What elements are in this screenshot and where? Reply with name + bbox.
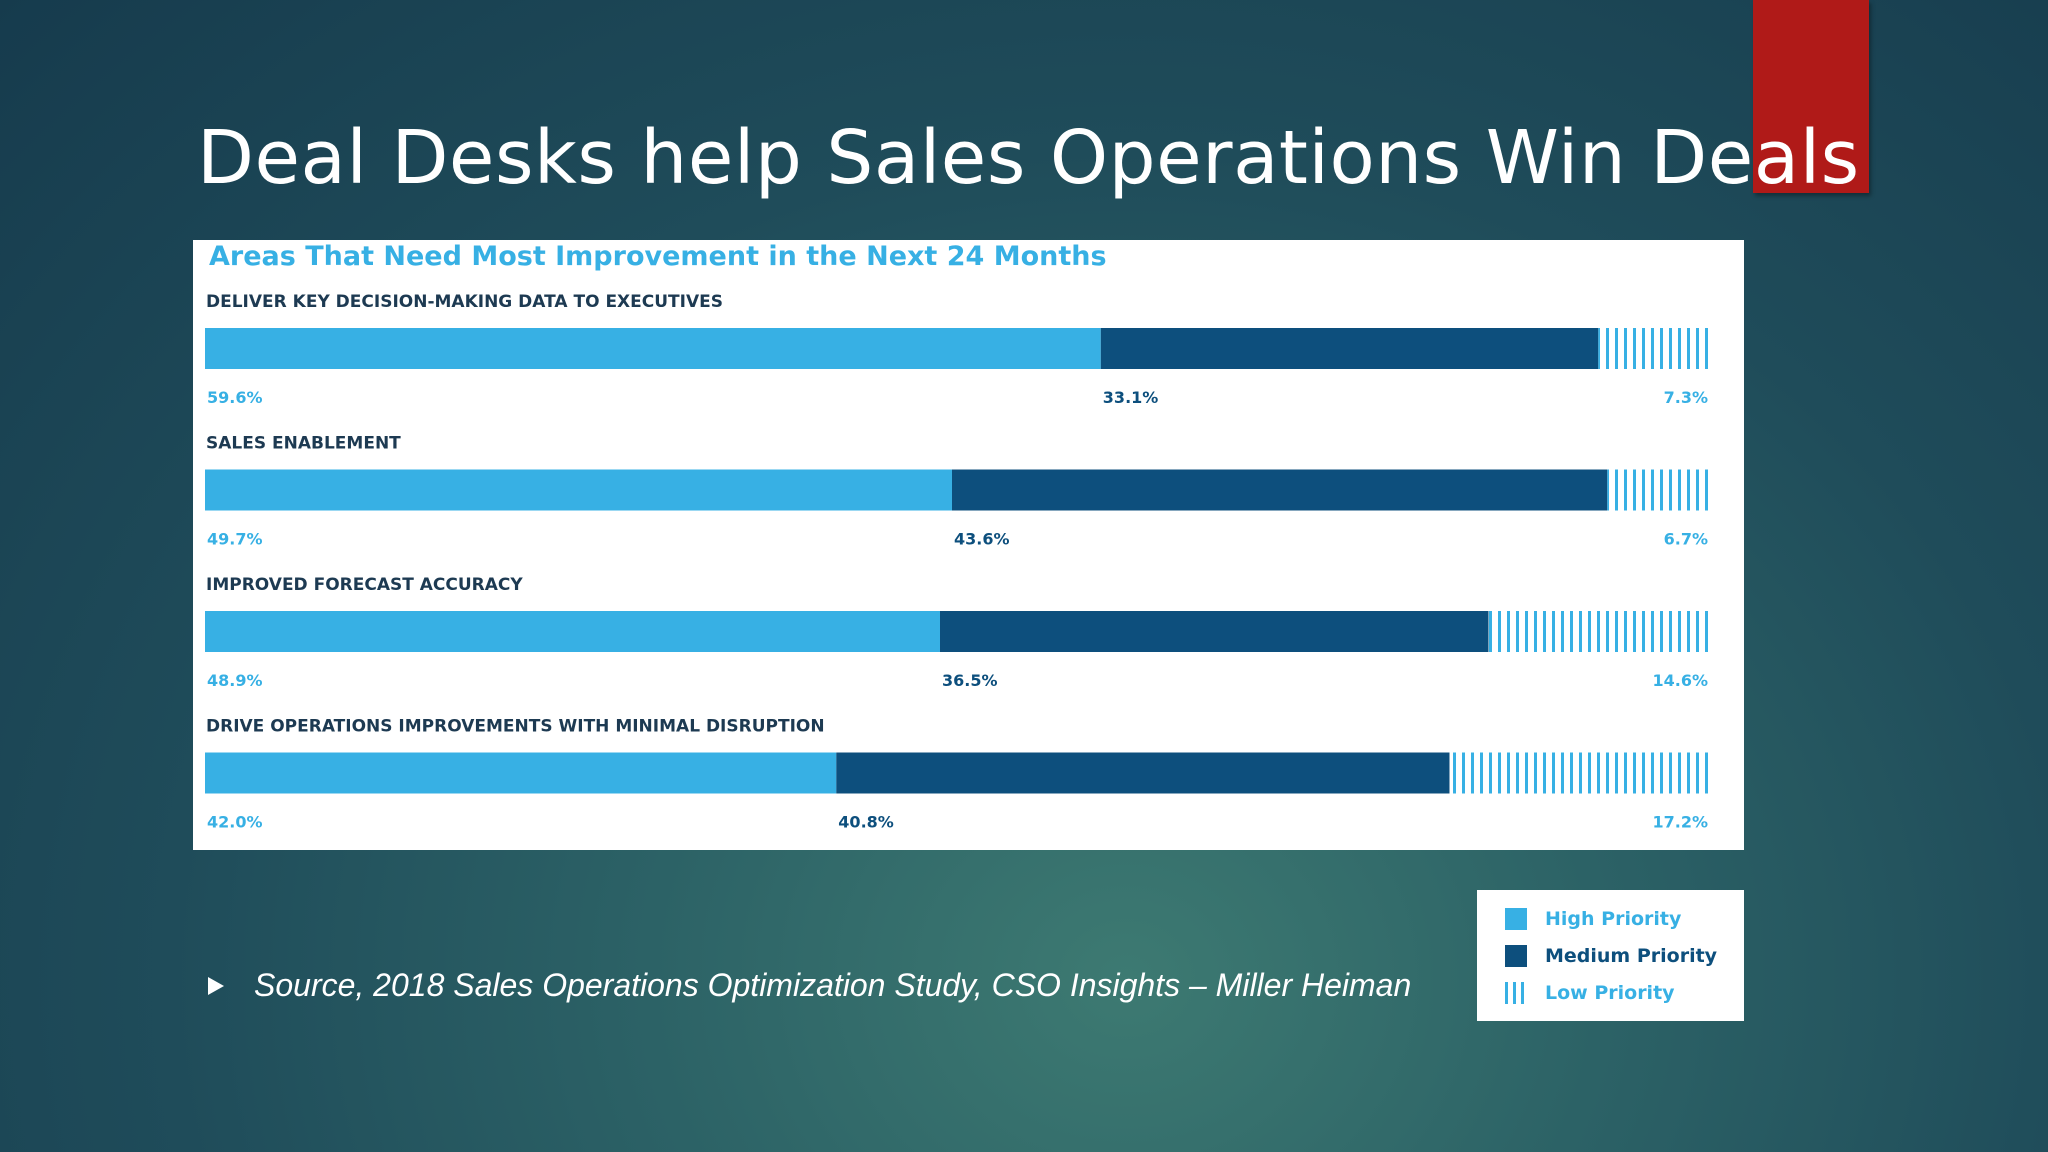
bar-segment-high: [205, 469, 952, 511]
bar-segment-medium: [940, 611, 1489, 652]
data-label-low: 7.3%: [1664, 388, 1708, 407]
category-label: DRIVE OPERATIONS IMPROVEMENTS WITH MINIM…: [206, 717, 825, 737]
bar-segment-low: [1449, 752, 1708, 794]
bar-segment-medium: [952, 469, 1608, 511]
category-label: IMPROVED FORECAST ACCURACY: [206, 575, 523, 595]
category-label: DELIVER KEY DECISION-MAKING DATA TO EXEC…: [206, 292, 723, 312]
data-label-high: 49.7%: [207, 530, 263, 549]
medium-priority-swatch: [1505, 945, 1527, 967]
chart-panel: Areas That Need Most Improvement in the …: [193, 240, 1744, 850]
data-label-low: 17.2%: [1652, 813, 1708, 832]
slide-title: Deal Desks help Sales Operations Win Dea…: [197, 115, 1860, 201]
data-label-medium: 33.1%: [1103, 388, 1159, 407]
bar-segment-medium: [836, 752, 1450, 794]
data-label-high: 59.6%: [207, 388, 263, 407]
legend-item-medium: Medium Priority: [1505, 943, 1717, 969]
data-label-medium: 43.6%: [954, 530, 1010, 549]
source-bullet: Source, 2018 Sales Operations Optimizati…: [208, 960, 1411, 1010]
legend-label-low: Low Priority: [1545, 982, 1675, 1004]
triangle-bullet-icon: [208, 977, 224, 995]
data-label-high: 42.0%: [207, 813, 263, 832]
data-label-high: 48.9%: [207, 671, 263, 690]
chart-title: Areas That Need Most Improvement in the …: [209, 241, 1107, 272]
source-citation: Source, 2018 Sales Operations Optimizati…: [254, 966, 1412, 1003]
data-label-low: 14.6%: [1652, 671, 1708, 690]
data-label-medium: 36.5%: [942, 671, 998, 690]
legend-item-low: Low Priority: [1505, 980, 1675, 1006]
bar-segment-high: [205, 611, 940, 652]
bar-segment-low: [1598, 328, 1708, 369]
stacked-bar-chart: Areas That Need Most Improvement in the …: [205, 241, 1708, 832]
bar-segment-high: [205, 328, 1101, 369]
legend-item-high: High Priority: [1505, 906, 1681, 932]
data-label-low: 6.7%: [1664, 530, 1708, 549]
accent-tab: [1753, 0, 1869, 193]
bar-segment-low: [1607, 469, 1708, 511]
legend-label-high: High Priority: [1545, 908, 1682, 930]
legend-label-medium: Medium Priority: [1545, 945, 1718, 967]
high-priority-swatch: [1505, 908, 1527, 930]
category-label: SALES ENABLEMENT: [206, 434, 401, 454]
bar-segment-medium: [1100, 328, 1599, 369]
bar-segment-low: [1488, 611, 1708, 652]
low-priority-swatch: [1505, 982, 1527, 1004]
chart-legend: High Priority Medium Priority Low Priori…: [1477, 890, 1744, 1021]
bar-segment-high: [205, 752, 837, 794]
data-label-medium: 40.8%: [838, 813, 894, 832]
